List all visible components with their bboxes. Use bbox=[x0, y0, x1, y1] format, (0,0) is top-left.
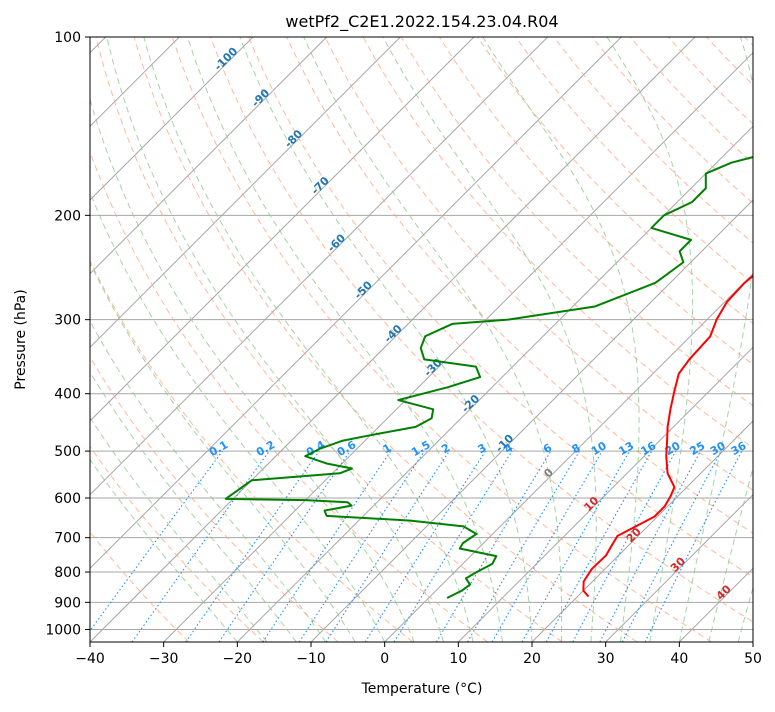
moist-adiabat bbox=[22, 37, 355, 642]
y-tick-label: 500 bbox=[54, 444, 81, 460]
x-tick-label: 0 bbox=[380, 651, 389, 667]
mixing-ratio-line bbox=[219, 451, 350, 642]
isotherm-line bbox=[0, 37, 474, 642]
mixing-ratio-line bbox=[546, 451, 651, 642]
isotherm-line bbox=[458, 37, 775, 642]
y-tick-label: 700 bbox=[54, 531, 81, 547]
dry-adiabat-label: -60 bbox=[325, 231, 348, 254]
y-axis-label: Pressure (hPa) bbox=[13, 289, 29, 389]
x-tick-label: 40 bbox=[670, 651, 688, 667]
isotherm-line bbox=[385, 37, 775, 642]
x-tick-label: 50 bbox=[744, 651, 762, 667]
mixing-ratio-label: 8 bbox=[570, 441, 583, 456]
mixing-ratio-label: 0.6 bbox=[335, 438, 359, 459]
chart-title: wetPf2_C2E1.2022.154.23.04.R04 bbox=[285, 12, 558, 32]
y-tick-label: 600 bbox=[54, 491, 81, 507]
mixing-ratio-label: 13 bbox=[616, 439, 636, 458]
x-tick-label: −30 bbox=[149, 651, 179, 667]
y-tick-label: 200 bbox=[54, 208, 81, 224]
isotherm-line bbox=[164, 37, 769, 642]
x-tick-label: −10 bbox=[296, 651, 326, 667]
x-tick-label: 20 bbox=[523, 651, 541, 667]
x-axis-label: Temperature (°C) bbox=[361, 681, 483, 697]
mixing-ratio-line bbox=[573, 451, 676, 642]
isotherm-line bbox=[16, 37, 621, 642]
mixing-ratio-label: 0.1 bbox=[207, 438, 230, 459]
mixing-ratio-label: 1.5 bbox=[409, 438, 432, 459]
mixing-ratio-line bbox=[468, 451, 580, 642]
y-tick-label: 800 bbox=[54, 565, 81, 581]
dry-adiabat bbox=[707, 37, 775, 642]
mixing-ratio-label: 3 bbox=[475, 441, 488, 456]
x-tick-label: 30 bbox=[597, 651, 615, 667]
mixing-ratio-label: 2 bbox=[439, 441, 452, 456]
dry-adiabat-label: -80 bbox=[282, 127, 305, 150]
dry-adiabat bbox=[745, 37, 775, 642]
mixing-ratio-line bbox=[522, 451, 629, 642]
dry-adiabat-label: -70 bbox=[309, 174, 332, 197]
mixing-ratio-label: 25 bbox=[687, 439, 707, 458]
dry-adiabat-label: -100 bbox=[212, 44, 241, 73]
moist-adiabat bbox=[709, 37, 775, 642]
x-tick-label: −40 bbox=[75, 651, 105, 667]
mixing-ratio-label: 6 bbox=[541, 441, 554, 456]
mixing-ratio-line bbox=[82, 451, 223, 642]
mixing-ratio-line bbox=[299, 451, 424, 642]
isotherm-line bbox=[0, 37, 253, 642]
dry-adiabat-label: -50 bbox=[352, 278, 375, 301]
y-tick-label: 100 bbox=[54, 30, 81, 46]
y-tick-label: 400 bbox=[54, 387, 81, 403]
isotherm-line bbox=[311, 37, 775, 642]
moist-adiabat bbox=[187, 37, 502, 642]
isotherm-line bbox=[679, 37, 775, 642]
dry-adiabat-label: -40 bbox=[382, 322, 405, 345]
plot-frame bbox=[90, 37, 753, 642]
dry-adiabat bbox=[0, 37, 264, 642]
moist-adiabat bbox=[738, 37, 775, 642]
dry-adiabat bbox=[592, 37, 775, 642]
mixing-ratio-line bbox=[326, 451, 449, 642]
x-tick-label: −20 bbox=[223, 651, 253, 667]
y-tick-label: 900 bbox=[54, 595, 81, 611]
dry-adiabat bbox=[516, 37, 775, 642]
mixing-ratio-line bbox=[263, 451, 391, 642]
mixing-ratio-label: 30 bbox=[708, 439, 728, 458]
y-tick-label: 300 bbox=[54, 313, 81, 329]
x-tick-label: 10 bbox=[449, 651, 467, 667]
dry-adiabat bbox=[668, 37, 775, 642]
y-tick-label: 1000 bbox=[45, 622, 81, 638]
dry-adiabat-label: -90 bbox=[249, 86, 272, 109]
mixing-ratio-label: 0.2 bbox=[254, 438, 277, 459]
mixing-ratio-label: 16 bbox=[638, 439, 658, 458]
dry-adiabat bbox=[554, 37, 775, 642]
isotherm-line bbox=[0, 37, 400, 642]
moist-adiabat bbox=[0, 37, 237, 642]
isotherm-label: 10 bbox=[581, 494, 601, 514]
isotherm-line bbox=[0, 37, 327, 642]
mixing-ratio-line bbox=[600, 451, 701, 642]
isotherm-label: 40 bbox=[714, 582, 734, 602]
mixing-ratio-label: 1 bbox=[381, 441, 394, 456]
mixing-ratio-line bbox=[365, 451, 485, 642]
moist-adiabat bbox=[607, 37, 693, 642]
isotherm-line bbox=[753, 37, 775, 642]
moist-adiabat bbox=[304, 37, 562, 642]
dry-adiabat-label: -20 bbox=[459, 392, 482, 415]
dry-adiabat bbox=[20, 37, 413, 642]
isotherm-line bbox=[237, 37, 775, 642]
dry-adiabat bbox=[0, 37, 338, 642]
